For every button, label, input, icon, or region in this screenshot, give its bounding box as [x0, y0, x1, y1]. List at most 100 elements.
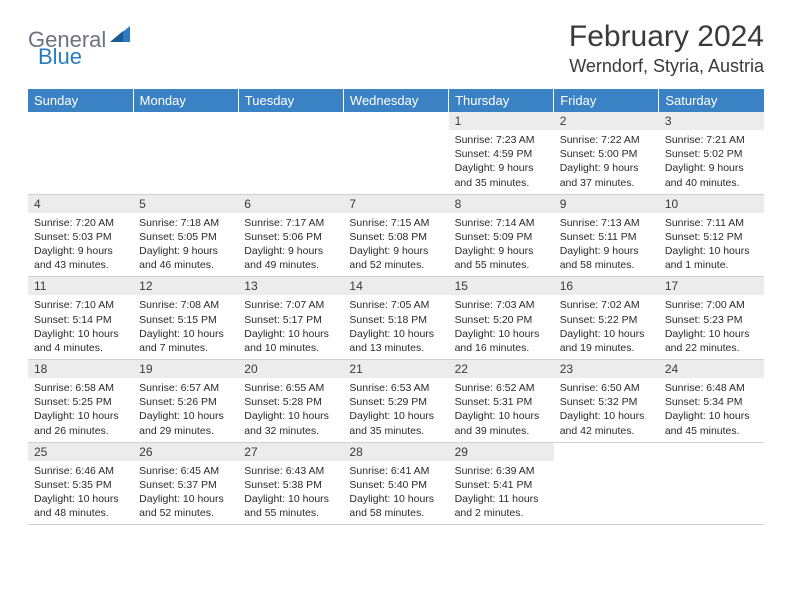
day-cell [659, 442, 764, 525]
sunrise-text: Sunrise: 7:14 AM [455, 216, 548, 230]
day-details: Sunrise: 6:39 AMSunset: 5:41 PMDaylight:… [449, 461, 554, 525]
day-details: Sunrise: 7:03 AMSunset: 5:20 PMDaylight:… [449, 295, 554, 359]
day-details: Sunrise: 6:53 AMSunset: 5:29 PMDaylight:… [343, 378, 448, 442]
day-details: Sunrise: 7:22 AMSunset: 5:00 PMDaylight:… [554, 130, 659, 194]
day-cell: 25Sunrise: 6:46 AMSunset: 5:35 PMDayligh… [28, 442, 133, 525]
week-row: 1Sunrise: 7:23 AMSunset: 4:59 PMDaylight… [28, 112, 764, 194]
day-number: 2 [554, 112, 659, 130]
day-details: Sunrise: 6:45 AMSunset: 5:37 PMDaylight:… [133, 461, 238, 525]
weekday-row: Sunday Monday Tuesday Wednesday Thursday… [28, 89, 764, 112]
day-details: Sunrise: 6:55 AMSunset: 5:28 PMDaylight:… [238, 378, 343, 442]
day-number: 22 [449, 360, 554, 378]
daylight-text: Daylight: 9 hours and 55 minutes. [455, 244, 548, 272]
weekday-header: Saturday [659, 89, 764, 112]
day-number: 4 [28, 195, 133, 213]
sunrise-text: Sunrise: 6:53 AM [349, 381, 442, 395]
sunset-text: Sunset: 5:37 PM [139, 478, 232, 492]
day-number: 21 [343, 360, 448, 378]
day-details: Sunrise: 6:46 AMSunset: 5:35 PMDaylight:… [28, 461, 133, 525]
day-cell: 29Sunrise: 6:39 AMSunset: 5:41 PMDayligh… [449, 442, 554, 525]
sunset-text: Sunset: 5:25 PM [34, 395, 127, 409]
week-row: 11Sunrise: 7:10 AMSunset: 5:14 PMDayligh… [28, 277, 764, 360]
day-cell: 1Sunrise: 7:23 AMSunset: 4:59 PMDaylight… [449, 112, 554, 194]
day-cell: 9Sunrise: 7:13 AMSunset: 5:11 PMDaylight… [554, 194, 659, 277]
sunset-text: Sunset: 5:05 PM [139, 230, 232, 244]
sunset-text: Sunset: 5:09 PM [455, 230, 548, 244]
day-number: 19 [133, 360, 238, 378]
title-block: February 2024 Werndorf, Styria, Austria [569, 20, 764, 77]
logo-text-blue: Blue [38, 44, 82, 69]
sunset-text: Sunset: 5:29 PM [349, 395, 442, 409]
day-cell [133, 112, 238, 194]
day-number: 9 [554, 195, 659, 213]
day-cell: 11Sunrise: 7:10 AMSunset: 5:14 PMDayligh… [28, 277, 133, 360]
daylight-text: Daylight: 10 hours and 48 minutes. [34, 492, 127, 520]
weekday-header: Tuesday [238, 89, 343, 112]
daylight-text: Daylight: 10 hours and 32 minutes. [244, 409, 337, 437]
daylight-text: Daylight: 10 hours and 29 minutes. [139, 409, 232, 437]
day-cell: 12Sunrise: 7:08 AMSunset: 5:15 PMDayligh… [133, 277, 238, 360]
day-number: 12 [133, 277, 238, 295]
sunset-text: Sunset: 5:06 PM [244, 230, 337, 244]
day-details: Sunrise: 6:48 AMSunset: 5:34 PMDaylight:… [659, 378, 764, 442]
day-cell [238, 112, 343, 194]
day-cell [343, 112, 448, 194]
day-cell: 5Sunrise: 7:18 AMSunset: 5:05 PMDaylight… [133, 194, 238, 277]
daylight-text: Daylight: 10 hours and 16 minutes. [455, 327, 548, 355]
day-cell [28, 112, 133, 194]
calendar-body: 1Sunrise: 7:23 AMSunset: 4:59 PMDaylight… [28, 112, 764, 525]
day-cell: 16Sunrise: 7:02 AMSunset: 5:22 PMDayligh… [554, 277, 659, 360]
day-details: Sunrise: 7:07 AMSunset: 5:17 PMDaylight:… [238, 295, 343, 359]
day-details: Sunrise: 7:17 AMSunset: 5:06 PMDaylight:… [238, 213, 343, 277]
weekday-header: Thursday [449, 89, 554, 112]
daylight-text: Daylight: 10 hours and 45 minutes. [665, 409, 758, 437]
day-cell [554, 442, 659, 525]
daylight-text: Daylight: 10 hours and 22 minutes. [665, 327, 758, 355]
sunset-text: Sunset: 5:22 PM [560, 313, 653, 327]
sunset-text: Sunset: 5:15 PM [139, 313, 232, 327]
day-cell: 18Sunrise: 6:58 AMSunset: 5:25 PMDayligh… [28, 360, 133, 443]
sunset-text: Sunset: 5:20 PM [455, 313, 548, 327]
day-number: 8 [449, 195, 554, 213]
daylight-text: Daylight: 10 hours and 1 minute. [665, 244, 758, 272]
daylight-text: Daylight: 9 hours and 40 minutes. [665, 161, 758, 189]
day-cell: 24Sunrise: 6:48 AMSunset: 5:34 PMDayligh… [659, 360, 764, 443]
sunrise-text: Sunrise: 7:03 AM [455, 298, 548, 312]
day-number: 27 [238, 443, 343, 461]
day-number: 15 [449, 277, 554, 295]
sunrise-text: Sunrise: 6:57 AM [139, 381, 232, 395]
day-cell: 10Sunrise: 7:11 AMSunset: 5:12 PMDayligh… [659, 194, 764, 277]
day-details: Sunrise: 6:41 AMSunset: 5:40 PMDaylight:… [343, 461, 448, 525]
day-details: Sunrise: 7:13 AMSunset: 5:11 PMDaylight:… [554, 213, 659, 277]
sunset-text: Sunset: 5:14 PM [34, 313, 127, 327]
calendar-page: General February 2024 Werndorf, Styria, … [0, 0, 792, 545]
day-cell: 28Sunrise: 6:41 AMSunset: 5:40 PMDayligh… [343, 442, 448, 525]
sunrise-text: Sunrise: 6:43 AM [244, 464, 337, 478]
day-number: 23 [554, 360, 659, 378]
daylight-text: Daylight: 10 hours and 26 minutes. [34, 409, 127, 437]
sunset-text: Sunset: 5:40 PM [349, 478, 442, 492]
daylight-text: Daylight: 10 hours and 4 minutes. [34, 327, 127, 355]
sunrise-text: Sunrise: 7:22 AM [560, 133, 653, 147]
sunrise-text: Sunrise: 6:55 AM [244, 381, 337, 395]
day-details: Sunrise: 7:08 AMSunset: 5:15 PMDaylight:… [133, 295, 238, 359]
daylight-text: Daylight: 9 hours and 43 minutes. [34, 244, 127, 272]
sunset-text: Sunset: 5:02 PM [665, 147, 758, 161]
day-number: 25 [28, 443, 133, 461]
calendar-table: Sunday Monday Tuesday Wednesday Thursday… [28, 89, 764, 525]
day-cell: 26Sunrise: 6:45 AMSunset: 5:37 PMDayligh… [133, 442, 238, 525]
day-details: Sunrise: 7:15 AMSunset: 5:08 PMDaylight:… [343, 213, 448, 277]
day-cell: 2Sunrise: 7:22 AMSunset: 5:00 PMDaylight… [554, 112, 659, 194]
day-details: Sunrise: 7:20 AMSunset: 5:03 PMDaylight:… [28, 213, 133, 277]
sunset-text: Sunset: 5:11 PM [560, 230, 653, 244]
day-details: Sunrise: 7:11 AMSunset: 5:12 PMDaylight:… [659, 213, 764, 277]
day-number: 24 [659, 360, 764, 378]
sunrise-text: Sunrise: 6:41 AM [349, 464, 442, 478]
day-cell: 20Sunrise: 6:55 AMSunset: 5:28 PMDayligh… [238, 360, 343, 443]
daylight-text: Daylight: 9 hours and 49 minutes. [244, 244, 337, 272]
sunrise-text: Sunrise: 6:50 AM [560, 381, 653, 395]
day-cell: 4Sunrise: 7:20 AMSunset: 5:03 PMDaylight… [28, 194, 133, 277]
weekday-header: Friday [554, 89, 659, 112]
daylight-text: Daylight: 9 hours and 58 minutes. [560, 244, 653, 272]
day-number: 5 [133, 195, 238, 213]
